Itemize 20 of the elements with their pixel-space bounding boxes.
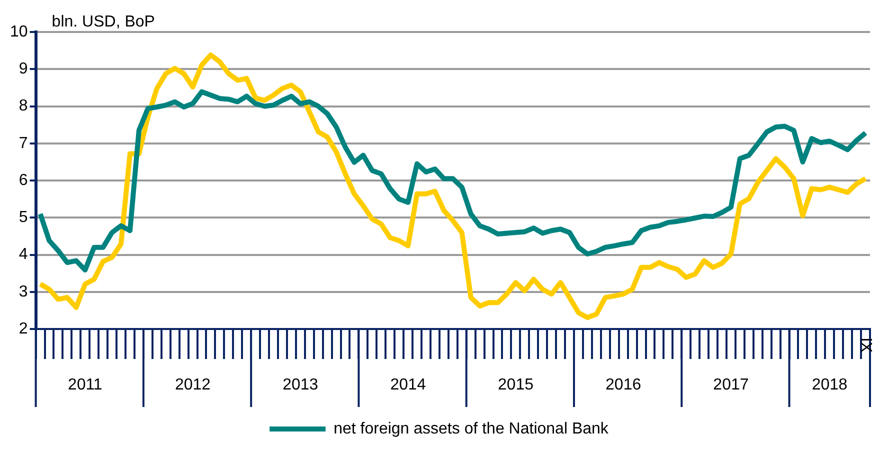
x-tick-label: 2012: [174, 376, 211, 394]
y-tick-label: 9: [18, 60, 28, 78]
y-tick-label: 2: [18, 320, 28, 338]
x-tick-label: IX: [857, 337, 874, 353]
x-tick-label: 2011: [68, 376, 102, 394]
y-tick-label: 5: [18, 209, 28, 226]
x-tick-label: 2015: [498, 376, 534, 394]
y-tick-label: 10: [10, 23, 28, 40]
x-tick-label: 2013: [282, 376, 318, 394]
y-tick-label: 4: [18, 246, 28, 264]
y-tick-label: 6: [18, 172, 28, 189]
x-tick-label: 2018: [812, 376, 848, 394]
x-tick-label: 2014: [390, 376, 426, 394]
x-tick-label: 2016: [606, 376, 642, 394]
legend-label: net foreign assets of the National Bank: [334, 420, 610, 438]
y-axis-title: bln. USD, BoP: [52, 13, 155, 30]
y-tick-label: 8: [18, 98, 28, 115]
y-tick-label: 7: [18, 134, 28, 152]
x-tick-label: 2017: [713, 376, 749, 394]
y-tick-label: 3: [18, 283, 28, 300]
